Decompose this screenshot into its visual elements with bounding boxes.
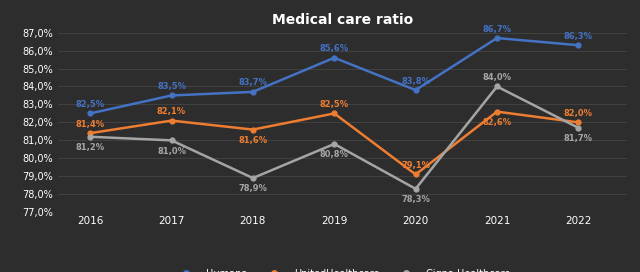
Text: 81,7%: 81,7% — [564, 134, 593, 143]
Text: 81,4%: 81,4% — [76, 120, 105, 129]
Text: 78,9%: 78,9% — [239, 184, 268, 193]
Title: Medical care ratio: Medical care ratio — [272, 13, 413, 27]
Text: 82,0%: 82,0% — [564, 109, 593, 118]
Text: 83,8%: 83,8% — [401, 77, 430, 86]
Text: 83,7%: 83,7% — [239, 78, 268, 87]
Text: 86,7%: 86,7% — [483, 24, 511, 33]
Text: 83,5%: 83,5% — [157, 82, 186, 91]
Text: 79,1%: 79,1% — [401, 161, 430, 170]
Text: 81,0%: 81,0% — [157, 147, 186, 156]
Text: 86,3%: 86,3% — [564, 32, 593, 41]
Text: 81,6%: 81,6% — [238, 136, 268, 145]
Text: 85,6%: 85,6% — [320, 44, 349, 53]
Text: 84,0%: 84,0% — [483, 73, 511, 82]
Text: 82,5%: 82,5% — [76, 100, 105, 109]
Text: 81,2%: 81,2% — [76, 143, 105, 152]
Text: 82,5%: 82,5% — [320, 100, 349, 109]
Text: 82,1%: 82,1% — [157, 107, 186, 116]
Text: 80,8%: 80,8% — [320, 150, 349, 159]
Text: 78,3%: 78,3% — [401, 195, 430, 204]
Text: 82,6%: 82,6% — [483, 118, 511, 127]
Legend: Humana, UnitedHealthcare, Cigna Healthcare: Humana, UnitedHealthcare, Cigna Healthca… — [170, 265, 515, 272]
